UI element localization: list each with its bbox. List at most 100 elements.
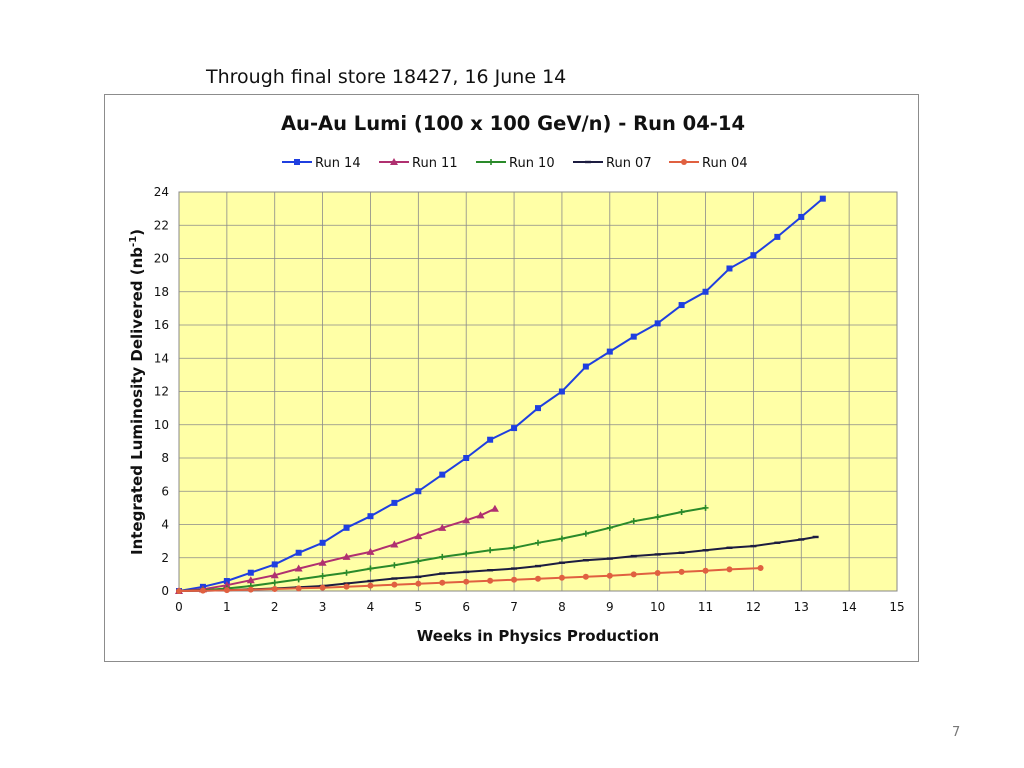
- data-point: [702, 567, 709, 574]
- chart-frame: Au-Au Lumi (100 x 100 GeV/n) - Run 04-14…: [104, 94, 919, 662]
- data-point: [318, 558, 327, 566]
- axis-ticks: 0 1 2 3 4 5 6 7 8 9 10 11 12 13 14 15024681012141618202…: [154, 185, 905, 614]
- data-point: [757, 565, 764, 572]
- data-point: [702, 504, 709, 511]
- legend-label: Run 11: [412, 156, 458, 171]
- data-point: [774, 541, 781, 544]
- luminosity-line-chart: Au-Au Lumi (100 x 100 GeV/n) - Run 04-14…: [128, 112, 905, 645]
- data-point: [812, 535, 819, 539]
- chart-title: Au-Au Lumi (100 x 100 GeV/n) - Run 04-14: [281, 112, 745, 135]
- legend-label: Run 04: [702, 156, 748, 171]
- data-point: [391, 577, 398, 580]
- series-line: [178, 197, 824, 592]
- data-point: [702, 549, 709, 552]
- data-point: [678, 509, 685, 516]
- data-point: [319, 573, 326, 580]
- data-point: [535, 405, 541, 412]
- data-point: [439, 572, 446, 575]
- x-tick-label: 13: [794, 600, 809, 614]
- data-point: [367, 513, 374, 520]
- data-point: [463, 455, 470, 461]
- data-point: [487, 547, 494, 554]
- y-tick-label: 0: [161, 584, 169, 598]
- data-point: [415, 575, 422, 579]
- data-point: [819, 195, 826, 202]
- y-tick-label: 4: [161, 518, 169, 532]
- x-tick-label: 0: [175, 600, 183, 614]
- x-tick-label: 8: [558, 600, 566, 614]
- y-tick-label: 22: [154, 218, 169, 232]
- data-point: [558, 561, 565, 564]
- data-point: [462, 516, 471, 524]
- data-point: [463, 570, 470, 574]
- data-point: [606, 348, 613, 355]
- slide-caption: Through final store 18427, 16 June 14: [206, 66, 567, 88]
- data-point: [222, 581, 231, 589]
- data-point: [487, 577, 494, 584]
- data-point: [774, 233, 781, 240]
- y-tick-label: 14: [154, 351, 169, 365]
- legend-label: Run 10: [509, 156, 555, 171]
- data-point: [463, 550, 470, 557]
- data-point: [391, 562, 398, 569]
- data-point: [678, 568, 685, 575]
- data-series: [175, 195, 826, 594]
- data-point: [726, 265, 733, 272]
- data-point: [558, 535, 565, 542]
- data-point: [366, 547, 375, 555]
- data-point: [391, 499, 398, 506]
- data-point: [750, 544, 757, 548]
- data-point: [271, 579, 278, 586]
- data-point: [391, 581, 398, 588]
- data-point: [199, 587, 206, 594]
- gridlines: [178, 191, 898, 592]
- y-tick-label: 18: [154, 285, 169, 299]
- data-point: [558, 574, 565, 581]
- legend-item: Run 11: [379, 156, 458, 171]
- data-point: [511, 425, 518, 432]
- data-point: [535, 539, 541, 546]
- data-point: [367, 579, 374, 583]
- data-point: [582, 573, 589, 580]
- legend-label: Run 14: [315, 156, 361, 171]
- data-point: [606, 557, 613, 560]
- data-point: [490, 504, 499, 512]
- data-point: [439, 471, 446, 478]
- data-point: [342, 552, 351, 560]
- data-point: [487, 569, 494, 572]
- data-point: [415, 580, 422, 587]
- x-tick-label: 3: [319, 600, 327, 614]
- data-point: [270, 571, 279, 579]
- y-tick-label: 6: [161, 484, 169, 498]
- x-tick-label: 1: [223, 600, 231, 614]
- data-point: [294, 159, 300, 165]
- data-point: [630, 554, 637, 558]
- x-tick-label: 10: [650, 600, 665, 614]
- y-tick-label: 16: [154, 318, 169, 332]
- y-tick-label: 20: [154, 252, 169, 266]
- data-point: [582, 363, 589, 370]
- x-axis-label: Weeks in Physics Production: [417, 627, 659, 645]
- data-point: [439, 579, 446, 586]
- data-point: [654, 570, 661, 577]
- data-point: [511, 576, 518, 583]
- data-point: [678, 302, 685, 309]
- data-point: [654, 514, 661, 521]
- data-point: [678, 551, 685, 554]
- data-point: [439, 553, 446, 560]
- data-point: [654, 553, 661, 556]
- data-point: [535, 575, 541, 582]
- data-point: [511, 544, 518, 551]
- data-point: [606, 572, 613, 579]
- data-point: [726, 566, 733, 573]
- y-tick-label: 10: [154, 418, 169, 432]
- series-run-10: [176, 504, 709, 594]
- data-point: [295, 549, 302, 556]
- data-point: [654, 320, 661, 327]
- x-tick-label: 2: [271, 600, 279, 614]
- x-tick-label: 15: [889, 600, 904, 614]
- data-point: [415, 488, 422, 495]
- y-axis-label: Integrated Luminosity Delivered (nb-1): [128, 229, 146, 555]
- data-point: [630, 333, 637, 340]
- data-point: [295, 585, 302, 592]
